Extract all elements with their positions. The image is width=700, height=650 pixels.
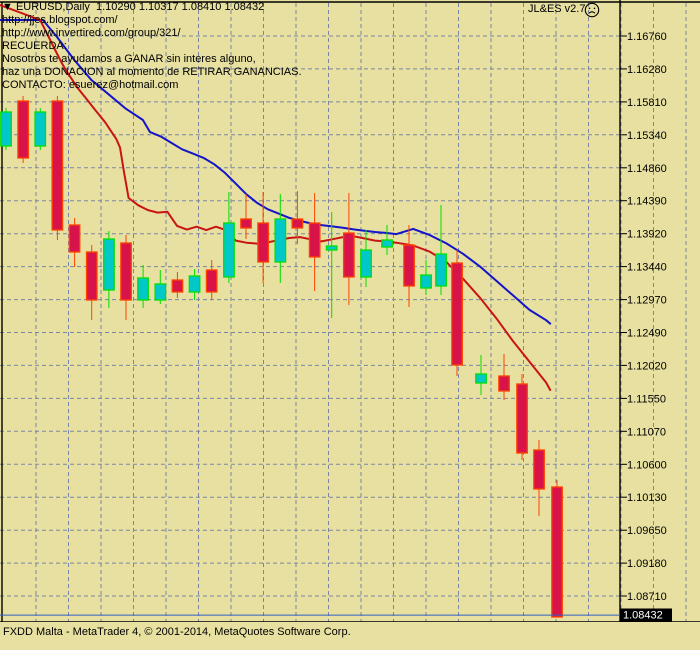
svg-text:1.16760: 1.16760 <box>627 31 667 43</box>
svg-text:1.12020: 1.12020 <box>627 360 667 372</box>
svg-text:1.14390: 1.14390 <box>627 196 667 208</box>
svg-text:1.10600: 1.10600 <box>627 459 667 471</box>
svg-text:1.15340: 1.15340 <box>627 130 667 142</box>
svg-text:1.12970: 1.12970 <box>627 295 667 307</box>
svg-text:1.11550: 1.11550 <box>627 393 666 405</box>
svg-text:1.16280: 1.16280 <box>627 64 667 76</box>
svg-text:1.13920: 1.13920 <box>627 229 667 241</box>
svg-text:1.15810: 1.15810 <box>627 97 667 109</box>
svg-text:1.08710: 1.08710 <box>627 591 667 603</box>
svg-text:1.12490: 1.12490 <box>627 328 667 340</box>
svg-text:1.10130: 1.10130 <box>627 492 667 504</box>
svg-text:1.11070: 1.11070 <box>627 426 666 438</box>
svg-text:1.09650: 1.09650 <box>627 525 667 537</box>
svg-text:1.09180: 1.09180 <box>627 558 667 570</box>
svg-text:1.14860: 1.14860 <box>627 163 667 175</box>
svg-text:1.08432: 1.08432 <box>623 609 663 621</box>
svg-text:1.13440: 1.13440 <box>627 262 667 274</box>
